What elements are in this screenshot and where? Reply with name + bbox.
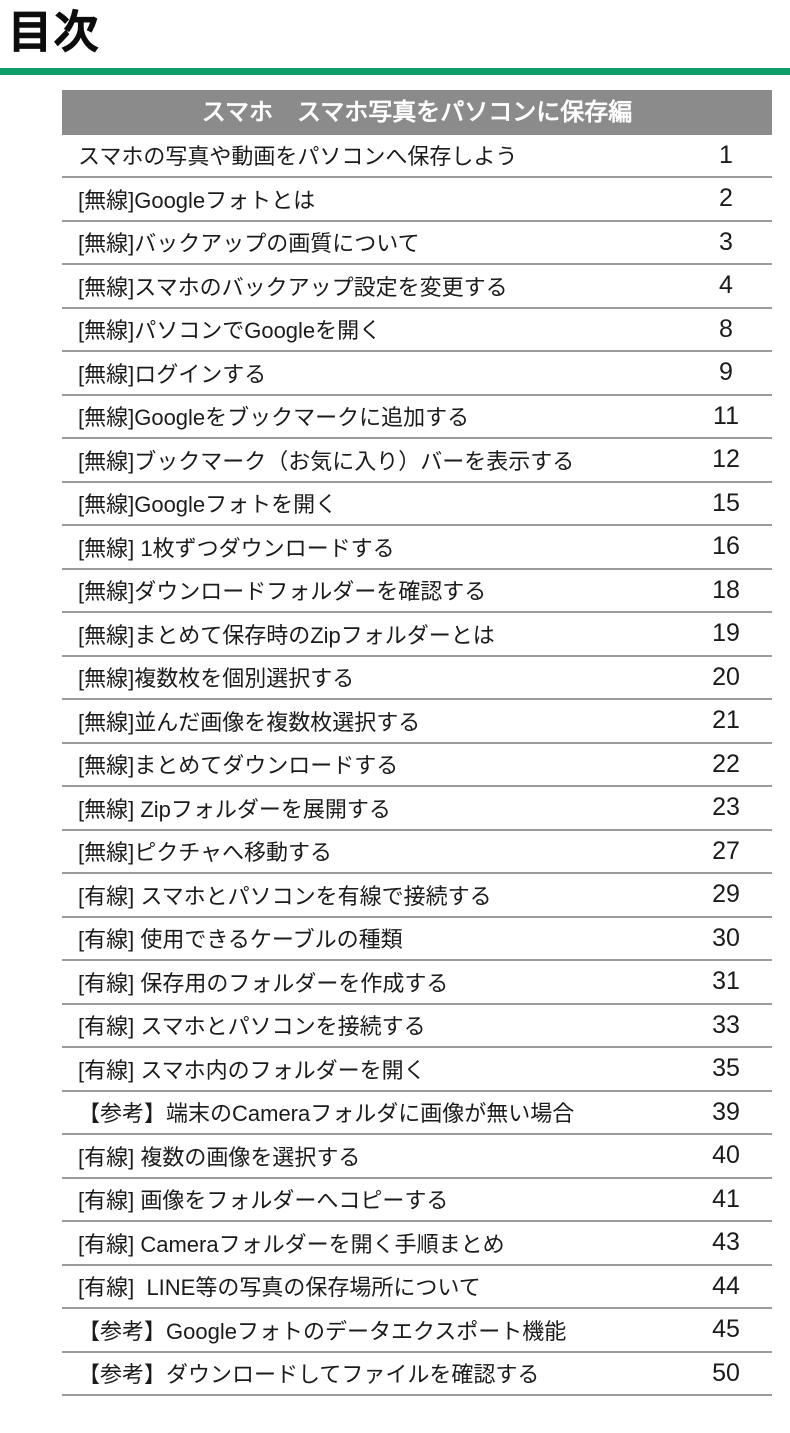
toc-entry-page-number: 8 — [719, 314, 733, 343]
toc-entry-label: [有線] 保存用のフォルダーを作成する — [78, 970, 449, 996]
toc-row: [無線]ダウンロードフォルダーを確認する 18 — [62, 570, 772, 614]
accent-rule — [0, 67, 790, 75]
toc-entry-label: [無線]まとめて保存時のZipフォルダーとは — [78, 622, 495, 648]
toc-row: [無線]ログインする 9 — [62, 352, 772, 396]
toc-entry-label: [無線]バックアップの画質について — [78, 231, 420, 257]
toc-row: [有線] スマホ内のフォルダーを開く 35 — [62, 1048, 772, 1092]
toc-row: [有線] スマホとパソコンを接続する 33 — [62, 1005, 772, 1049]
toc-row: [有線] 画像をフォルダーへコピーする 41 — [62, 1179, 772, 1223]
toc-row: [無線] Zipフォルダーを展開する 23 — [62, 787, 772, 831]
toc-row: [有線] スマホとパソコンを有線で接続する 29 — [62, 874, 772, 918]
toc-row: [無線]まとめてダウンロードする 22 — [62, 744, 772, 788]
toc-entry-label: [無線] 1枚ずつダウンロードする — [78, 535, 395, 561]
toc-entry-page-number: 35 — [712, 1054, 740, 1083]
toc-row: [無線] 1枚ずつダウンロードする 16 — [62, 526, 772, 570]
toc-entry-page-number: 2 — [719, 184, 733, 213]
toc-table: スマホ スマホ写真をパソコンに保存編 スマホの写真や動画をパソコンへ保存しよう 1… — [62, 89, 772, 1397]
toc-row: [無線]バックアップの画質について 3 — [62, 222, 772, 266]
toc-entry-page-number: 40 — [712, 1141, 740, 1170]
toc-row: [有線] 複数の画像を選択する 40 — [62, 1135, 772, 1179]
toc-entry-page-number: 9 — [719, 358, 733, 387]
toc-entry-label: [有線] スマホとパソコンを接続する — [78, 1014, 426, 1040]
toc-entry-page-number: 43 — [712, 1228, 740, 1257]
toc-entry-page-number: 33 — [712, 1010, 740, 1039]
toc-entry-label: [無線]まとめてダウンロードする — [78, 753, 399, 779]
toc-section-header: スマホ スマホ写真をパソコンに保存編 — [62, 89, 772, 135]
toc-entry-label: [有線] 複数の画像を選択する — [78, 1144, 361, 1170]
toc-entry-label: [有線] 使用できるケーブルの種類 — [78, 927, 403, 953]
toc-entry-label: [有線] Cameraフォルダーを開く手順まとめ — [78, 1231, 505, 1257]
toc-entry-label: [有線] LINE等の写真の保存場所について — [78, 1275, 481, 1301]
toc-entry-label: [無線]複数枚を個別選択する — [78, 666, 355, 692]
toc-entry-label: [無線]Googleをブックマークに追加する — [78, 405, 470, 431]
toc-entry-label: [有線] スマホとパソコンを有線で接続する — [78, 883, 492, 909]
toc-entry-label: [無線] Zipフォルダーを展開する — [78, 796, 391, 822]
toc-row: [有線] 使用できるケーブルの種類 30 — [62, 918, 772, 962]
toc-row: [無線]Googleフォトを開く 15 — [62, 483, 772, 527]
toc-row: スマホの写真や動画をパソコンへ保存しよう 1 — [62, 135, 772, 179]
toc-entry-page-number: 16 — [712, 532, 740, 561]
toc-entry-label: [無線]ブックマーク（お気に入り）バーを表示する — [78, 448, 575, 474]
toc-entry-page-number: 41 — [712, 1184, 740, 1213]
toc-entry-page-number: 30 — [712, 923, 740, 952]
toc-entry-label: [無線]スマホのバックアップ設定を変更する — [78, 274, 508, 300]
toc-entry-label: スマホの写真や動画をパソコンへ保存しよう — [78, 144, 518, 170]
toc-entry-page-number: 20 — [712, 662, 740, 691]
toc-entry-page-number: 29 — [712, 880, 740, 909]
toc-entry-label: [無線]ダウンロードフォルダーを確認する — [78, 579, 487, 605]
toc-row: 【参考】Googleフォトのデータエクスポート機能 45 — [62, 1309, 772, 1353]
toc-entry-page-number: 50 — [712, 1358, 740, 1387]
toc-entry-label: [有線] スマホ内のフォルダーを開く — [78, 1057, 426, 1083]
toc-entry-page-number: 15 — [712, 488, 740, 517]
toc-entry-label: [無線]パソコンでGoogleを開く — [78, 318, 382, 344]
toc-rows: スマホの写真や動画をパソコンへ保存しよう 1 [無線]Googleフォトとは 2 [無線… — [62, 135, 772, 1397]
toc-row: [無線]Googleフォトとは 2 — [62, 178, 772, 222]
toc-entry-page-number: 4 — [719, 271, 733, 300]
toc-entry-page-number: 22 — [712, 749, 740, 778]
toc-row: [無線]スマホのバックアップ設定を変更する 4 — [62, 265, 772, 309]
toc-entry-label: 【参考】Googleフォトのデータエクスポート機能 — [78, 1318, 567, 1344]
toc-row: [有線] LINE等の写真の保存場所について 44 — [62, 1266, 772, 1310]
toc-entry-label: 【参考】端末のCameraフォルダに画像が無い場合 — [78, 1101, 575, 1127]
toc-entry-page-number: 11 — [713, 401, 739, 430]
toc-entry-page-number: 27 — [712, 836, 740, 865]
toc-entry-label: [無線]Googleフォトとは — [78, 187, 316, 213]
toc-entry-page-number: 21 — [712, 706, 740, 735]
toc-row: [無線]まとめて保存時のZipフォルダーとは 19 — [62, 613, 772, 657]
toc-entry-page-number: 18 — [712, 575, 740, 604]
toc-row: [有線] Cameraフォルダーを開く手順まとめ 43 — [62, 1222, 772, 1266]
toc-row: [無線]並んだ画像を複数枚選択する 21 — [62, 700, 772, 744]
toc-entry-page-number: 1 — [719, 140, 733, 169]
toc-entry-label: [無線]並んだ画像を複数枚選択する — [78, 709, 421, 735]
toc-entry-page-number: 3 — [719, 227, 733, 256]
toc-entry-page-number: 31 — [712, 967, 740, 996]
toc-row: [無線]ピクチャへ移動する 27 — [62, 831, 772, 875]
toc-entry-label: [無線]ログインする — [78, 361, 267, 387]
toc-row: [無線]複数枚を個別選択する 20 — [62, 657, 772, 701]
toc-entry-label: [有線] 画像をフォルダーへコピーする — [78, 1188, 449, 1214]
toc-row: [無線]パソコンでGoogleを開く 8 — [62, 309, 772, 353]
toc-entry-page-number: 23 — [712, 793, 740, 822]
toc-entry-page-number: 39 — [712, 1097, 740, 1126]
toc-row: 【参考】端末のCameraフォルダに画像が無い場合 39 — [62, 1092, 772, 1136]
toc-row: 【参考】ダウンロードしてファイルを確認する 50 — [62, 1353, 772, 1397]
toc-entry-page-number: 44 — [712, 1271, 740, 1300]
page-title: 目次 — [8, 8, 100, 58]
toc-entry-page-number: 19 — [712, 619, 740, 648]
toc-row: [無線]ブックマーク（お気に入り）バーを表示する 12 — [62, 439, 772, 483]
toc-entry-label: [無線]Googleフォトを開く — [78, 492, 338, 518]
toc-entry-label: 【参考】ダウンロードしてファイルを確認する — [78, 1362, 540, 1388]
toc-row: [有線] 保存用のフォルダーを作成する 31 — [62, 961, 772, 1005]
toc-entry-page-number: 12 — [712, 445, 740, 474]
toc-entry-page-number: 45 — [712, 1315, 740, 1344]
toc-entry-label: [無線]ピクチャへ移動する — [78, 840, 333, 866]
toc-row: [無線]Googleをブックマークに追加する 11 — [62, 396, 772, 440]
